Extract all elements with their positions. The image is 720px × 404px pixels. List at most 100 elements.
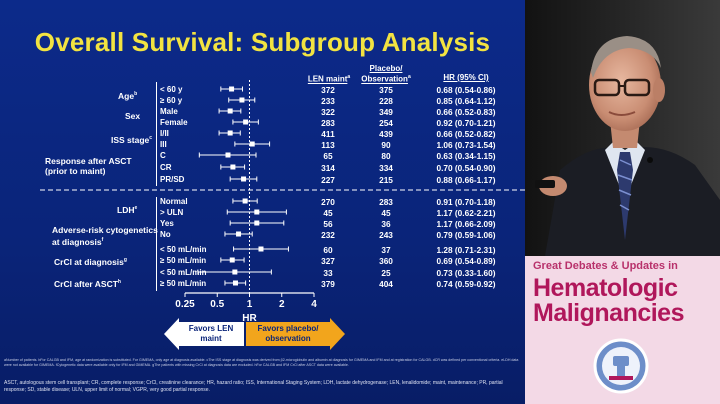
slide-title: Overall Survival: Subgroup Analysis [34,27,491,57]
hr-point [227,130,233,136]
footnote-abbreviations: ASCT, autologous stem cell transplant; C… [4,380,503,393]
hr-point [230,164,236,170]
row-placebo-count: 243 [379,230,393,240]
placebo-header-line1: Placebo/ [369,64,403,73]
row-len-count: 33 [323,268,333,278]
row-len-count: 372 [321,85,335,95]
row-len-count: 379 [321,279,335,289]
row-hr-value: 0.66 (0.52-0.82) [436,129,496,139]
conference-logo-icon [593,338,649,394]
hr-point [242,198,248,204]
hr-point [254,220,260,226]
row-subgroup-label: No [160,230,171,239]
hr-point [232,269,238,275]
hr-point [232,280,238,286]
favors-len-label: Favors LEN maint [178,322,244,346]
brand-title-line1: Hematologic [533,274,678,302]
group-label-crcl-asct-text: CrCl after ASCT [54,278,118,289]
row-len-count: 60 [323,245,333,255]
row-subgroup-label: Male [160,107,178,116]
row-subgroup-label: CR [160,163,172,172]
bracket-crcl-diag [156,241,157,267]
group-label-cyto-sup: f [101,237,104,243]
row-len-count: 113 [321,140,335,150]
row-hr-value: 0.73 (0.33-1.60) [436,268,496,278]
hr-point [236,231,242,237]
bracket-iss [156,126,157,148]
footnote-fine: aNumber of patients. bFor CALGB and IFM,… [4,358,519,367]
bracket-cyto [156,219,157,241]
row-hr-value: 0.63 (0.34-1.15) [436,151,496,161]
hr-point [254,209,260,215]
x-axis-title: HR [242,313,257,324]
group-label-iss: ISS stagec [111,133,152,145]
group-label-crcl-diag-sup: g [123,257,127,263]
bracket-crcl-asct [156,267,157,291]
group-label-sex: Sex [125,111,140,121]
placebo-header-sup: a [407,74,411,80]
row-subgroup-label: III [160,140,167,149]
row-placebo-count: 36 [381,219,391,229]
row-placebo-count: 80 [381,151,391,161]
row-placebo-count: 228 [379,96,393,106]
row-len-count: 233 [321,96,335,106]
row-len-count: 314 [321,163,335,173]
favors-placebo-label: Favors placebo/ observation [246,322,330,346]
row-subgroup-label: ≥ 50 mL/min [160,279,207,288]
x-tick-label: 1 [247,299,253,310]
row-subgroup-label: < 60 y [160,85,183,94]
row-hr-value: 0.68 (0.54-0.86) [436,85,496,95]
row-hr-value: 0.66 (0.52-0.83) [436,107,496,117]
row-placebo-count: 360 [379,256,393,266]
row-hr-value: 0.91 (0.70-1.18) [436,197,496,207]
row-len-count: 227 [321,175,335,185]
row-placebo-count: 25 [381,268,391,278]
row-len-count: 56 [323,219,333,229]
row-hr-value: 0.88 (0.66-1.17) [436,175,496,185]
x-tick-label: 4 [311,299,317,310]
favors-len-arrowhead [164,318,179,350]
placebo-column-header: Placebo/ Observationa [354,64,418,84]
group-label-cyto-line1: Adverse-risk cytogenetics [52,225,158,235]
brand-title-line2: Malignancies [533,299,685,327]
group-label-ldh-sup: e [134,205,138,211]
hr-column-header: HR (95% CI) [420,73,512,82]
row-placebo-count: 215 [379,175,393,185]
row-placebo-count: 254 [379,118,393,128]
row-placebo-count: 404 [379,279,393,289]
hr-point [249,141,255,147]
row-placebo-count: 45 [381,208,391,218]
group-label-ldh-text: LDH [117,204,135,215]
row-len-count: 232 [321,230,335,240]
row-subgroup-label: PR/SD [160,175,185,184]
row-hr-value: 0.79 (0.59-1.06) [436,230,496,240]
row-subgroup-label: I/II [160,129,169,138]
row-len-count: 65 [323,151,333,161]
row-hr-value: 0.74 (0.59-0.92) [436,279,496,289]
hr-point [258,246,264,252]
hr-point [241,176,247,182]
group-label-crcl-asct: CrCl after ASCTh [54,277,121,289]
forest-plot: 0.25 0.5 1 2 4 HR [40,80,525,324]
group-label-response-line2: (prior to maint) [45,166,106,176]
hr-point [225,152,231,158]
group-label-cyto-line2: at diagnosis [52,236,102,247]
row-len-count: 327 [321,256,335,266]
row-len-count: 283 [321,118,335,128]
row-subgroup-label: Female [160,118,188,127]
speaker-image [525,0,720,256]
hr-point [229,257,235,263]
row-len-count: 322 [321,107,335,117]
group-label-iss-text: ISS stage [111,134,150,145]
row-placebo-count: 37 [381,245,391,255]
row-len-count: 411 [321,129,335,139]
hr-point [243,119,249,125]
row-subgroup-label: > ULN [160,208,184,217]
row-hr-value: 1.06 (0.73-1.54) [436,140,496,150]
bracket-sex [156,104,157,126]
group-label-cytogenetics: Adverse-risk cytogenetics at diagnosisf [52,225,158,247]
hr-point [227,108,233,114]
row-subgroup-label: ≥ 60 y [160,96,183,105]
row-subgroup-label: ≥ 50 mL/min [160,256,207,265]
group-label-crcl-diagnosis: CrCl at diagnosisg [54,255,127,267]
